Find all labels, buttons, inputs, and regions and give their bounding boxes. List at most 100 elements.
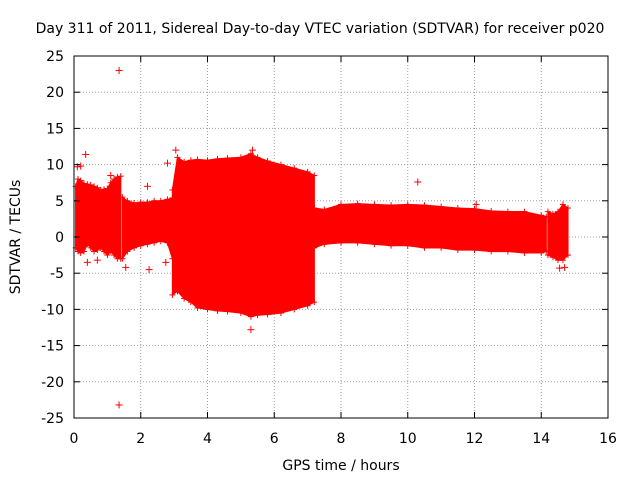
x-tick-label: 10 <box>399 431 417 447</box>
data-point <box>371 241 378 248</box>
data-point <box>237 154 244 161</box>
data-point <box>131 199 138 206</box>
data-point <box>94 247 101 254</box>
x-tick-label: 16 <box>599 431 617 447</box>
ticks: 0 2 4 6 8 10 12 14 16 -25 -20 -15 -10 -5 0 5 10 15 20 25 <box>41 49 617 447</box>
data-layer <box>72 66 571 409</box>
data-point <box>181 295 188 302</box>
data-point <box>101 248 108 255</box>
data-point <box>119 194 126 201</box>
data-point <box>137 199 144 206</box>
data-point <box>111 252 118 259</box>
data-point <box>104 185 111 192</box>
data-point <box>291 306 298 313</box>
data-point <box>454 205 461 212</box>
data-point <box>421 202 428 209</box>
y-tick-label: 25 <box>46 49 64 65</box>
data-point <box>554 257 561 264</box>
data-point <box>75 248 82 255</box>
data-point <box>131 244 138 251</box>
y-tick-label: 10 <box>46 158 64 174</box>
outlier-point <box>247 326 255 334</box>
y-tick-label: -20 <box>41 375 64 391</box>
x-tick-label: 8 <box>337 431 346 447</box>
outlier-point <box>556 264 564 272</box>
data-point <box>388 202 395 209</box>
outlier-point <box>83 258 91 266</box>
data-point <box>254 312 261 319</box>
data-point <box>438 244 445 251</box>
data-point <box>157 238 164 245</box>
data-point <box>321 206 328 213</box>
data-point <box>304 168 311 175</box>
outlier-point <box>163 159 171 167</box>
x-axis-label: GPS time / hours <box>282 458 399 474</box>
data-point <box>277 161 284 168</box>
data-point <box>264 157 271 164</box>
outlier-point <box>472 200 480 208</box>
y-tick-label: 15 <box>46 121 64 137</box>
y-tick-label: 0 <box>55 230 64 246</box>
y-tick-label: -10 <box>41 302 64 318</box>
data-point <box>311 205 318 212</box>
data-point <box>454 247 461 254</box>
data-point <box>277 310 284 317</box>
data-point <box>84 181 91 188</box>
outlier-point <box>82 150 90 158</box>
data-point <box>421 244 428 251</box>
data-point <box>169 186 176 193</box>
chart-title: Day 311 of 2011, Sidereal Day-to-day VTE… <box>36 21 605 37</box>
data-point <box>404 242 411 249</box>
data-point <box>237 310 244 317</box>
data-point <box>538 249 545 256</box>
data-point <box>77 177 84 184</box>
data-point <box>311 244 318 251</box>
data-point <box>84 241 91 248</box>
data-point <box>174 154 181 161</box>
data-point <box>338 239 344 246</box>
data-point <box>194 304 201 311</box>
data-point <box>264 311 271 318</box>
data-point <box>521 208 528 215</box>
data-point <box>214 307 221 314</box>
data-point <box>404 201 411 208</box>
data-point <box>549 210 556 217</box>
data-point <box>544 252 551 259</box>
data-point <box>247 313 254 320</box>
data-point <box>214 155 221 162</box>
outlier-point <box>93 256 101 264</box>
data-point <box>77 249 84 256</box>
data-point <box>97 186 104 193</box>
outlier-point <box>143 182 151 190</box>
x-tick-label: 4 <box>203 431 212 447</box>
data-point <box>124 248 131 255</box>
data-point <box>354 200 361 207</box>
data-point <box>124 197 131 204</box>
data-point <box>107 248 114 255</box>
data-point <box>117 173 124 180</box>
data-point <box>224 155 231 162</box>
data-point <box>187 157 194 164</box>
outlier-point <box>172 146 180 154</box>
data-point <box>388 242 395 249</box>
data-point <box>564 252 571 259</box>
data-point <box>247 150 254 157</box>
y-tick-label: -15 <box>41 339 64 355</box>
data-point <box>97 244 104 251</box>
y-tick-label: 5 <box>55 194 64 210</box>
data-point <box>144 241 151 248</box>
y-tick-label: 20 <box>46 85 64 101</box>
data-point <box>291 165 298 172</box>
data-point <box>311 172 318 179</box>
data-point <box>151 197 158 204</box>
data-point <box>224 308 231 315</box>
outlier-point <box>107 171 115 179</box>
data-point <box>559 201 566 208</box>
data-point <box>87 244 94 251</box>
data-point <box>549 254 556 261</box>
data-point <box>187 299 194 306</box>
data-point <box>87 181 94 188</box>
data-point <box>471 205 478 212</box>
data-point <box>94 184 101 191</box>
data-point <box>504 208 511 215</box>
